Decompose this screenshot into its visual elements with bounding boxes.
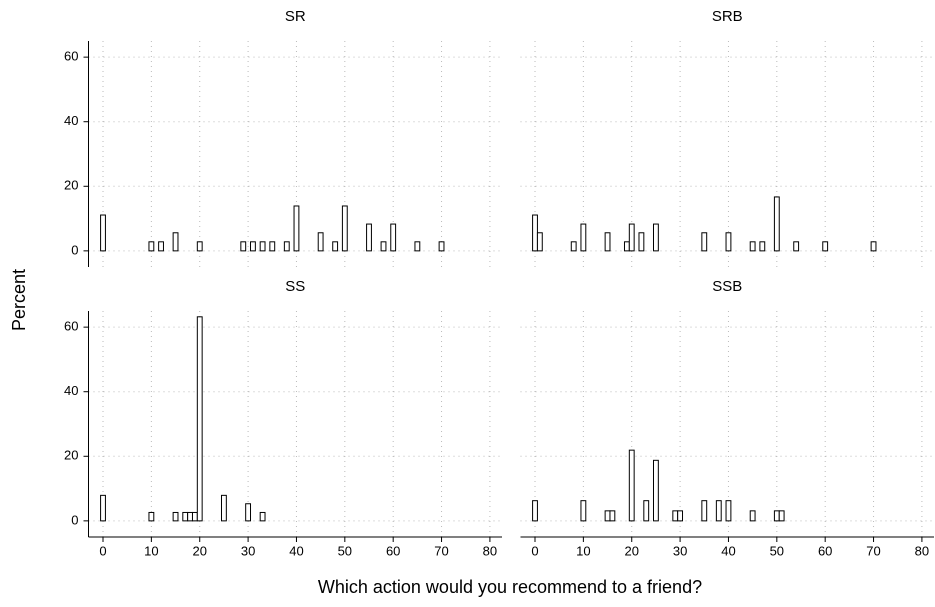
bar bbox=[380, 241, 387, 252]
bar bbox=[643, 500, 650, 522]
bar bbox=[172, 232, 179, 252]
x-tick-label: 60 bbox=[386, 543, 400, 558]
bar bbox=[220, 494, 227, 522]
x-tick-label: 60 bbox=[818, 543, 832, 558]
bar bbox=[532, 214, 538, 252]
y-axis-label: Percent bbox=[9, 269, 29, 331]
y-tick-label: 40 bbox=[64, 113, 78, 128]
bar bbox=[773, 510, 780, 522]
x-tick-label: 20 bbox=[192, 543, 206, 558]
bar bbox=[749, 510, 756, 522]
bar bbox=[196, 316, 203, 522]
x-tick-label: 0 bbox=[99, 543, 106, 558]
bar bbox=[100, 214, 106, 252]
bar bbox=[628, 223, 635, 252]
bar bbox=[414, 241, 421, 252]
bar bbox=[715, 500, 722, 522]
bar bbox=[725, 232, 732, 252]
bar bbox=[725, 500, 732, 522]
bar bbox=[701, 232, 708, 252]
bar bbox=[570, 241, 577, 252]
x-tick-label: 50 bbox=[770, 543, 784, 558]
y-tick-label: 0 bbox=[71, 512, 78, 527]
x-tick-label: 50 bbox=[338, 543, 352, 558]
panel-title: SSB bbox=[712, 278, 742, 295]
x-tick-label: 10 bbox=[144, 543, 158, 558]
bar bbox=[822, 241, 829, 252]
bar bbox=[187, 511, 193, 522]
bar bbox=[778, 510, 785, 522]
bar bbox=[390, 223, 397, 252]
bar bbox=[793, 241, 800, 252]
bar bbox=[172, 511, 179, 522]
bar bbox=[609, 510, 616, 522]
bar bbox=[191, 511, 198, 522]
bar bbox=[672, 510, 679, 522]
x-tick-label: 30 bbox=[241, 543, 255, 558]
panel-title: SS bbox=[285, 278, 305, 295]
bar bbox=[259, 241, 266, 252]
bar bbox=[652, 223, 659, 252]
y-tick-label: 60 bbox=[64, 319, 78, 334]
bar bbox=[250, 241, 256, 252]
bar bbox=[196, 241, 203, 252]
bar bbox=[317, 232, 324, 252]
x-axis-label: Which action would you recommend to a fr… bbox=[318, 577, 702, 597]
y-tick-label: 20 bbox=[64, 448, 78, 463]
bar bbox=[532, 500, 538, 522]
bar bbox=[332, 241, 339, 252]
bar bbox=[245, 503, 252, 522]
x-tick-label: 40 bbox=[289, 543, 303, 558]
x-tick-label: 30 bbox=[673, 543, 687, 558]
bar bbox=[438, 241, 445, 252]
bar bbox=[148, 241, 155, 252]
bar bbox=[580, 500, 587, 522]
y-tick-label: 40 bbox=[64, 383, 78, 398]
bar bbox=[604, 510, 611, 522]
bar bbox=[259, 511, 266, 522]
bar bbox=[100, 494, 106, 522]
bar bbox=[652, 459, 659, 522]
x-tick-label: 0 bbox=[531, 543, 538, 558]
bar bbox=[677, 510, 684, 522]
bar bbox=[240, 241, 247, 252]
y-tick-label: 20 bbox=[64, 178, 78, 193]
x-tick-label: 80 bbox=[915, 543, 929, 558]
bar bbox=[773, 196, 780, 252]
bar bbox=[604, 232, 611, 252]
x-tick-label: 80 bbox=[483, 543, 497, 558]
x-tick-label: 20 bbox=[624, 543, 638, 558]
bar bbox=[759, 241, 766, 252]
bar bbox=[182, 511, 189, 522]
bar bbox=[638, 232, 645, 252]
bar bbox=[580, 223, 587, 252]
panel-title: SRB bbox=[712, 8, 743, 25]
x-tick-label: 70 bbox=[866, 543, 880, 558]
bar bbox=[749, 241, 756, 252]
bar bbox=[269, 241, 276, 252]
bar bbox=[870, 241, 877, 252]
panel-title: SR bbox=[285, 8, 306, 25]
bar bbox=[158, 241, 164, 252]
bar bbox=[366, 223, 372, 252]
bar bbox=[701, 500, 708, 522]
x-tick-label: 70 bbox=[434, 543, 448, 558]
bar bbox=[623, 241, 630, 252]
bar bbox=[283, 241, 290, 252]
y-tick-label: 0 bbox=[71, 242, 78, 257]
bar bbox=[536, 232, 543, 252]
bar bbox=[293, 205, 300, 252]
x-tick-label: 10 bbox=[576, 543, 590, 558]
y-tick-label: 60 bbox=[64, 49, 78, 64]
bar bbox=[628, 449, 635, 522]
bar bbox=[148, 511, 155, 522]
bar bbox=[341, 205, 348, 252]
x-tick-label: 40 bbox=[721, 543, 735, 558]
